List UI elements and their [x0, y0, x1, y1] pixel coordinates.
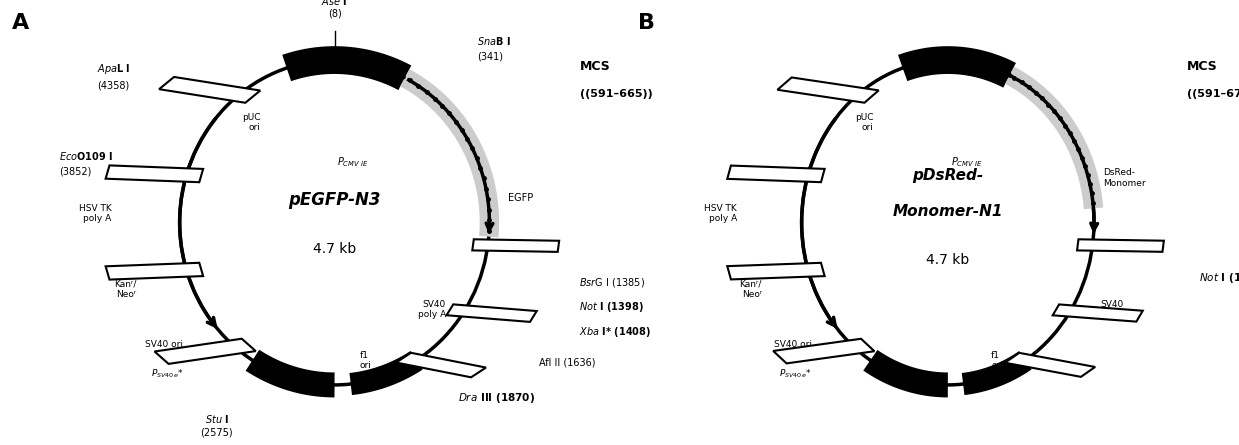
Text: $\it{Bsr}$G I (1385): $\it{Bsr}$G I (1385)	[579, 276, 644, 289]
Text: $\it{Ase}$ I: $\it{Ase}$ I	[321, 0, 348, 7]
Polygon shape	[105, 263, 203, 279]
Text: (341): (341)	[477, 51, 503, 61]
Polygon shape	[773, 339, 875, 364]
Text: 4.7 kb: 4.7 kb	[927, 253, 969, 267]
Text: pUC
ori: pUC ori	[855, 113, 873, 132]
Text: $\it{Sna}$B I: $\it{Sna}$B I	[477, 35, 510, 47]
Text: B: B	[638, 13, 655, 33]
Text: $\it{Apa}$L I: $\it{Apa}$L I	[97, 62, 130, 76]
Polygon shape	[727, 263, 825, 279]
Polygon shape	[1077, 239, 1163, 252]
Text: $\it{Not}$ I (1398): $\it{Not}$ I (1398)	[579, 300, 643, 314]
Text: MCS: MCS	[1187, 61, 1218, 73]
Text: (2575): (2575)	[201, 427, 233, 437]
Text: (3852): (3852)	[59, 167, 92, 177]
Text: $\it{Xba}$ I* (1408): $\it{Xba}$ I* (1408)	[579, 324, 650, 339]
Polygon shape	[105, 166, 203, 182]
Text: SV40 ori: SV40 ori	[773, 340, 812, 349]
Text: $\it{P}$$_{SV40}$$_{e}$*: $\it{P}$$_{SV40}$$_{e}$*	[151, 367, 183, 380]
Text: $\it{P}$$_{CMV\ IE}$: $\it{P}$$_{CMV\ IE}$	[950, 155, 983, 170]
Polygon shape	[446, 304, 536, 322]
Text: (8): (8)	[327, 9, 342, 19]
Text: $\it{Not}$ I (1358): $\it{Not}$ I (1358)	[1199, 271, 1239, 285]
Text: HSV TK
poly A: HSV TK poly A	[705, 204, 737, 223]
Polygon shape	[727, 166, 825, 182]
Polygon shape	[396, 353, 486, 377]
Text: Kanʳ/
Neoʳ: Kanʳ/ Neoʳ	[740, 279, 762, 299]
Text: $\it{Dra}$ III (1870): $\it{Dra}$ III (1870)	[458, 391, 535, 405]
Text: SV40
poly A: SV40 poly A	[1100, 299, 1129, 319]
Text: Afl II (1636): Afl II (1636)	[539, 358, 596, 368]
Text: MCS: MCS	[580, 61, 611, 73]
Text: $\it{P}$$_{SV40}$$_{e}$*: $\it{P}$$_{SV40}$$_{e}$*	[779, 367, 812, 380]
Polygon shape	[155, 339, 255, 364]
Text: HSV TK
poly A: HSV TK poly A	[79, 204, 112, 223]
Text: ((591–665)): ((591–665))	[580, 89, 653, 99]
Text: 4.7 kb: 4.7 kb	[313, 242, 356, 256]
Text: A: A	[12, 13, 30, 33]
Polygon shape	[159, 77, 260, 103]
Text: pEGFP-N3: pEGFP-N3	[289, 191, 380, 209]
Text: $\it{P}$$_{CMV\ IE}$: $\it{P}$$_{CMV\ IE}$	[337, 155, 369, 170]
Text: f1
ori: f1 ori	[359, 351, 372, 370]
Text: $\it{Stu}$ I: $\it{Stu}$ I	[204, 413, 229, 425]
Text: DsRed-
Monomer: DsRed- Monomer	[1103, 168, 1145, 188]
Text: (4358): (4358)	[97, 80, 129, 90]
Text: SV40 ori: SV40 ori	[145, 340, 183, 349]
Text: $\it{Eco}$O109 I: $\it{Eco}$O109 I	[59, 150, 114, 162]
Text: ((591–671)): ((591–671))	[1187, 89, 1239, 99]
Text: Monomer-N1: Monomer-N1	[892, 204, 1004, 219]
Polygon shape	[1005, 353, 1095, 377]
Polygon shape	[1053, 304, 1142, 322]
Text: Kanʳ/
Neoʳ: Kanʳ/ Neoʳ	[114, 279, 136, 299]
Text: f1
ori: f1 ori	[991, 351, 1004, 370]
Text: pUC
ori: pUC ori	[242, 113, 260, 132]
Text: SV40
poly A: SV40 poly A	[418, 299, 446, 319]
Text: pDsRed-: pDsRed-	[912, 168, 984, 183]
Text: EGFP: EGFP	[508, 193, 533, 203]
Polygon shape	[472, 239, 559, 252]
Polygon shape	[777, 77, 878, 103]
